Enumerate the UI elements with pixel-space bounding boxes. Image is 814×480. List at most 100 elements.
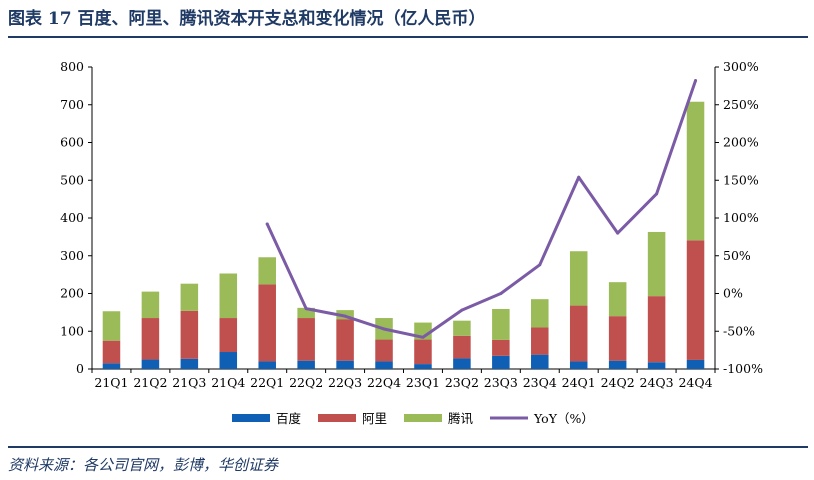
bar-segment — [375, 361, 393, 369]
bar-segment — [531, 299, 549, 328]
right-tick-label: 50% — [723, 248, 751, 263]
bar-segment — [180, 283, 199, 311]
x-tick-label: 21Q1 — [94, 375, 128, 390]
bar-segment — [569, 305, 588, 362]
bar-segment — [492, 339, 510, 356]
x-tick-label: 22Q4 — [367, 375, 401, 390]
x-tick-label: 24Q3 — [640, 375, 674, 390]
bar-segment — [258, 284, 276, 362]
yoy-point — [499, 292, 503, 295]
bar-segment — [569, 251, 588, 306]
bar-segment — [141, 318, 160, 360]
right-tick-label: 200% — [723, 135, 759, 150]
bar-segment — [297, 318, 315, 361]
left-tick-label: 200 — [60, 286, 84, 301]
x-tick-label: 23Q1 — [406, 375, 440, 390]
bar-segment — [336, 319, 354, 361]
source-note: 资料来源：各公司官网，彭博，华创证券 — [8, 456, 279, 474]
bar-segment — [647, 362, 666, 369]
yoy-point — [538, 263, 542, 267]
x-tick-label: 24Q4 — [678, 375, 712, 390]
yoy-point — [421, 335, 425, 339]
bar-segment — [531, 327, 549, 355]
right-tick-label: -100% — [723, 361, 763, 376]
right-tick-label: 100% — [723, 210, 759, 225]
bar-segment — [414, 339, 432, 365]
bar-segment — [141, 359, 160, 369]
legend-swatch — [232, 414, 270, 422]
figure-title: 图表 17 百度、阿里、腾讯资本开支总和变化情况（亿人民币） — [8, 9, 486, 29]
right-tick-label: 250% — [723, 97, 759, 112]
left-tick-label: 500 — [60, 172, 84, 187]
yoy-point — [616, 231, 620, 235]
bar-segment — [297, 307, 315, 319]
x-tick-label: 23Q4 — [523, 375, 557, 390]
title-divider — [8, 36, 808, 38]
bar-segment — [219, 318, 238, 353]
x-tick-label: 21Q4 — [211, 375, 245, 390]
bar-segment — [531, 354, 549, 369]
bar-segment — [453, 358, 471, 369]
bar-segment — [608, 316, 627, 361]
yoy-point — [460, 308, 464, 312]
bar-segment — [258, 257, 276, 285]
legend-label: 百度 — [276, 411, 302, 426]
bar-segment — [102, 340, 121, 364]
bar-segment — [647, 231, 666, 297]
yoy-point — [265, 222, 269, 226]
yoy-point — [304, 307, 308, 311]
x-tick-label: 23Q2 — [445, 375, 479, 390]
yoy-point — [343, 314, 347, 318]
right-tick-label: 300% — [723, 59, 759, 74]
bar-segment — [686, 240, 705, 360]
bar-segment — [141, 291, 160, 319]
left-tick-label: 0 — [76, 361, 84, 376]
bar-segment — [180, 310, 199, 359]
legend-label: 阿里 — [362, 411, 387, 426]
bar-segment — [180, 358, 199, 369]
right-tick-label: 150% — [723, 172, 759, 187]
bar-segment — [219, 273, 238, 319]
yoy-line — [265, 79, 698, 339]
bar-segment — [686, 359, 705, 369]
x-tick-label: 24Q1 — [562, 375, 596, 390]
bar-segment — [219, 352, 238, 369]
legend-swatch — [318, 414, 356, 422]
right-tick-label: -50% — [723, 323, 755, 338]
x-tick-label: 22Q2 — [289, 375, 323, 390]
bar-segment — [647, 296, 666, 363]
yoy-point — [694, 79, 698, 83]
legend-label: 腾讯 — [448, 411, 474, 426]
left-tick-label: 600 — [60, 135, 84, 150]
yoy-point — [382, 327, 386, 331]
legend-swatch — [404, 414, 442, 422]
bar-segment — [297, 360, 315, 369]
bar-segment — [414, 364, 432, 369]
left-tick-label: 700 — [60, 97, 84, 112]
bar-segment — [686, 101, 705, 241]
x-tick-label: 21Q2 — [133, 375, 167, 390]
yoy-point — [655, 192, 659, 196]
bar-segment — [258, 361, 276, 369]
bar-segment — [492, 355, 510, 369]
legend-label: YoY（%） — [533, 411, 594, 426]
source-divider — [8, 446, 808, 448]
bar-segment — [608, 360, 627, 369]
left-tick-label: 800 — [60, 59, 84, 74]
bar-segment — [453, 335, 471, 359]
x-tick-label: 22Q3 — [328, 375, 362, 390]
x-tick-label: 24Q2 — [601, 375, 635, 390]
bar-segment — [453, 320, 471, 336]
bar-segment — [102, 363, 121, 369]
left-tick-label: 100 — [60, 323, 84, 338]
yoy-point — [577, 175, 581, 179]
right-tick-label: 0% — [723, 286, 743, 301]
left-tick-label: 400 — [60, 210, 84, 225]
x-tick-label: 22Q1 — [250, 375, 284, 390]
x-tick-label: 23Q3 — [484, 375, 518, 390]
bar-segment — [569, 361, 588, 369]
x-tick-label: 21Q3 — [172, 375, 206, 390]
bar-segment — [336, 360, 354, 369]
bar-segment — [492, 308, 510, 340]
